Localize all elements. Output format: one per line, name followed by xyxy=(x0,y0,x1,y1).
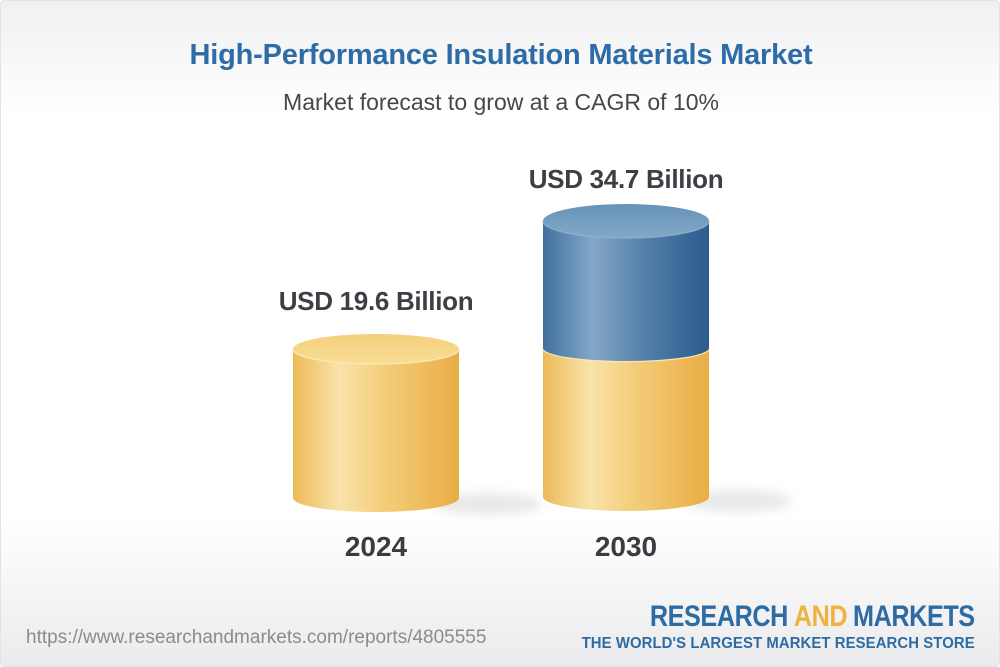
category-label-2030: 2030 xyxy=(594,531,658,562)
bar-2030-base-segment xyxy=(541,347,711,511)
value-label-2030: USD 34.7 Billion xyxy=(528,164,724,194)
logo-tagline: THE WORLD'S LARGEST MARKET RESEARCH STOR… xyxy=(581,635,975,652)
report-url-link[interactable]: https://www.researchandmarkets.com/repor… xyxy=(26,627,487,648)
page-title: High-Performance Insulation Materials Ma… xyxy=(189,39,813,71)
bar-2030-growth-segment xyxy=(542,204,710,361)
bar-2024-shadow xyxy=(434,493,542,515)
page-subtitle: Market forecast to grow at a CAGR of 10% xyxy=(283,89,719,115)
logo-word-and: AND xyxy=(794,600,848,633)
logo-wordmark: RESEARCH AND MARKETS xyxy=(650,602,975,632)
logo-word-markets: MARKETS xyxy=(853,600,975,633)
bar-2030-shadow xyxy=(684,490,792,512)
category-label-2024: 2024 xyxy=(344,531,408,562)
research-and-markets-logo: RESEARCH AND MARKETS THE WORLD'S LARGEST… xyxy=(552,602,976,652)
value-label-2024: USD 19.6 Billion xyxy=(278,286,474,316)
bar-2024-cylinder xyxy=(292,334,460,512)
logo-word-research: RESEARCH xyxy=(650,600,789,633)
